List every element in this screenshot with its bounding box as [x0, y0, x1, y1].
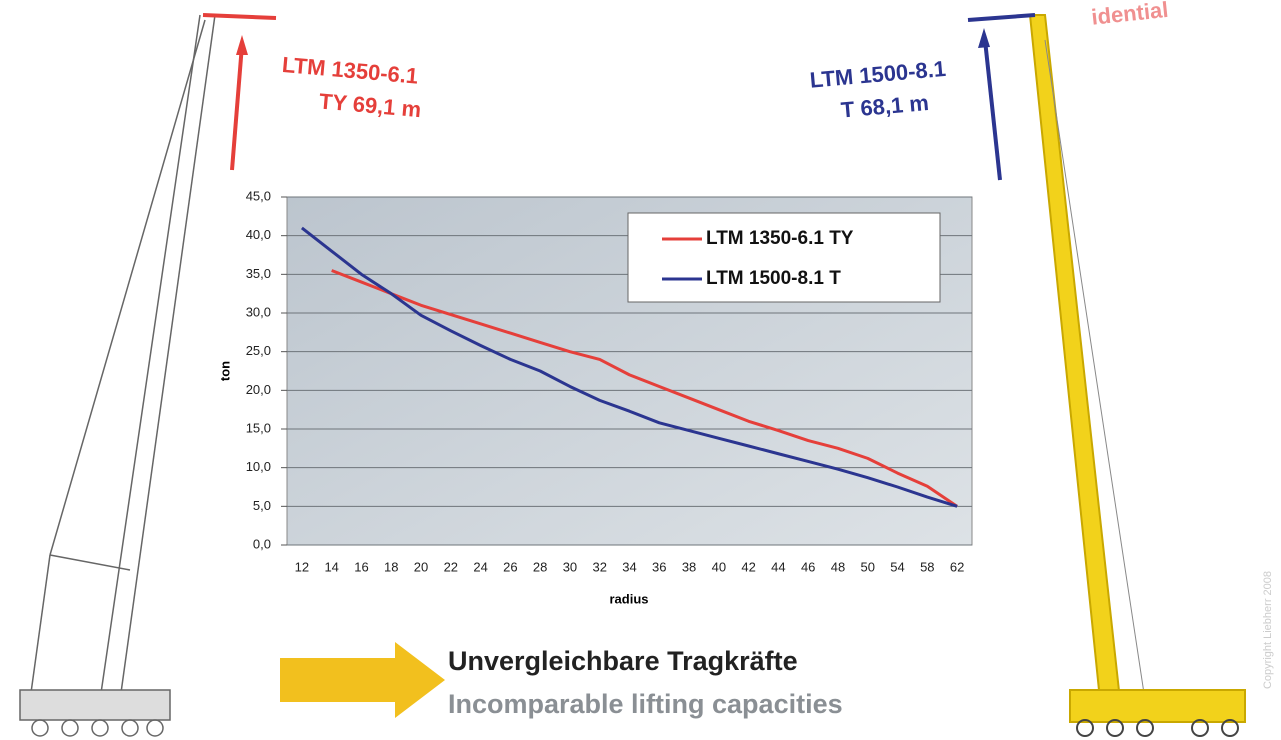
- annotation: LTM 1350-6.1: [281, 52, 419, 89]
- yellow-arrow: [280, 642, 445, 718]
- x-tick-label: 26: [503, 559, 517, 574]
- y-tick-label: 35,0: [246, 266, 271, 281]
- y-tick-label: 20,0: [246, 382, 271, 397]
- arrow-head: [978, 28, 990, 48]
- y-tick-label: 0,0: [253, 536, 271, 551]
- x-tick-label: 30: [563, 559, 577, 574]
- y-tick-label: 45,0: [246, 188, 271, 203]
- x-tick-label: 50: [861, 559, 875, 574]
- x-tick-label: 20: [414, 559, 428, 574]
- x-tick-label: 28: [533, 559, 547, 574]
- x-axis-label: radius: [609, 591, 648, 606]
- height-arrow: [232, 45, 242, 170]
- y-tick-label: 25,0: [246, 343, 271, 358]
- height-arrow: [985, 40, 1000, 180]
- y-axis-label: ton: [217, 361, 232, 381]
- x-tick-label: 48: [831, 559, 845, 574]
- annotation: TY 69,1 m: [318, 88, 422, 122]
- x-tick-label: 32: [592, 559, 606, 574]
- legend-label: LTM 1350-6.1 TY: [706, 228, 854, 249]
- x-tick-label: 42: [741, 559, 755, 574]
- copyright: Copyright Liebherr 2008: [1262, 571, 1274, 689]
- x-tick-label: 14: [324, 559, 338, 574]
- x-tick-label: 22: [444, 559, 458, 574]
- y-tick-label: 15,0: [246, 420, 271, 435]
- x-tick-label: 34: [622, 559, 636, 574]
- x-tick-label: 24: [473, 559, 487, 574]
- x-tick-label: 36: [652, 559, 666, 574]
- x-tick-label: 58: [920, 559, 934, 574]
- x-tick-label: 12: [295, 559, 309, 574]
- x-tick-label: 38: [682, 559, 696, 574]
- arrow-head: [236, 35, 248, 55]
- y-tick-label: 5,0: [253, 498, 271, 513]
- legend-label: LTM 1500-8.1 T: [706, 268, 841, 289]
- x-tick-label: 16: [354, 559, 368, 574]
- y-tick-label: 10,0: [246, 459, 271, 474]
- slide: LTM 1350-6.1 TY 69,1 m LTM 1500-8.1 T 68…: [0, 0, 1281, 740]
- y-tick-label: 30,0: [246, 304, 271, 319]
- headline: Unvergleichbare Tragkräfte: [448, 646, 798, 676]
- right-crane: [1030, 15, 1245, 736]
- watermark: idential: [1090, 0, 1169, 30]
- x-tick-label: 18: [384, 559, 398, 574]
- height-bar: [968, 15, 1035, 20]
- x-tick-label: 46: [801, 559, 815, 574]
- x-tick-label: 40: [712, 559, 726, 574]
- y-tick-label: 40,0: [246, 227, 271, 242]
- left-crane: [20, 15, 215, 736]
- annotation: LTM 1500-8.1: [809, 56, 947, 93]
- subheadline: Incomparable lifting capacities: [448, 689, 843, 719]
- x-tick-label: 44: [771, 559, 785, 574]
- x-tick-label: 62: [950, 559, 964, 574]
- annotation: T 68,1 m: [840, 90, 930, 123]
- x-tick-label: 54: [890, 559, 904, 574]
